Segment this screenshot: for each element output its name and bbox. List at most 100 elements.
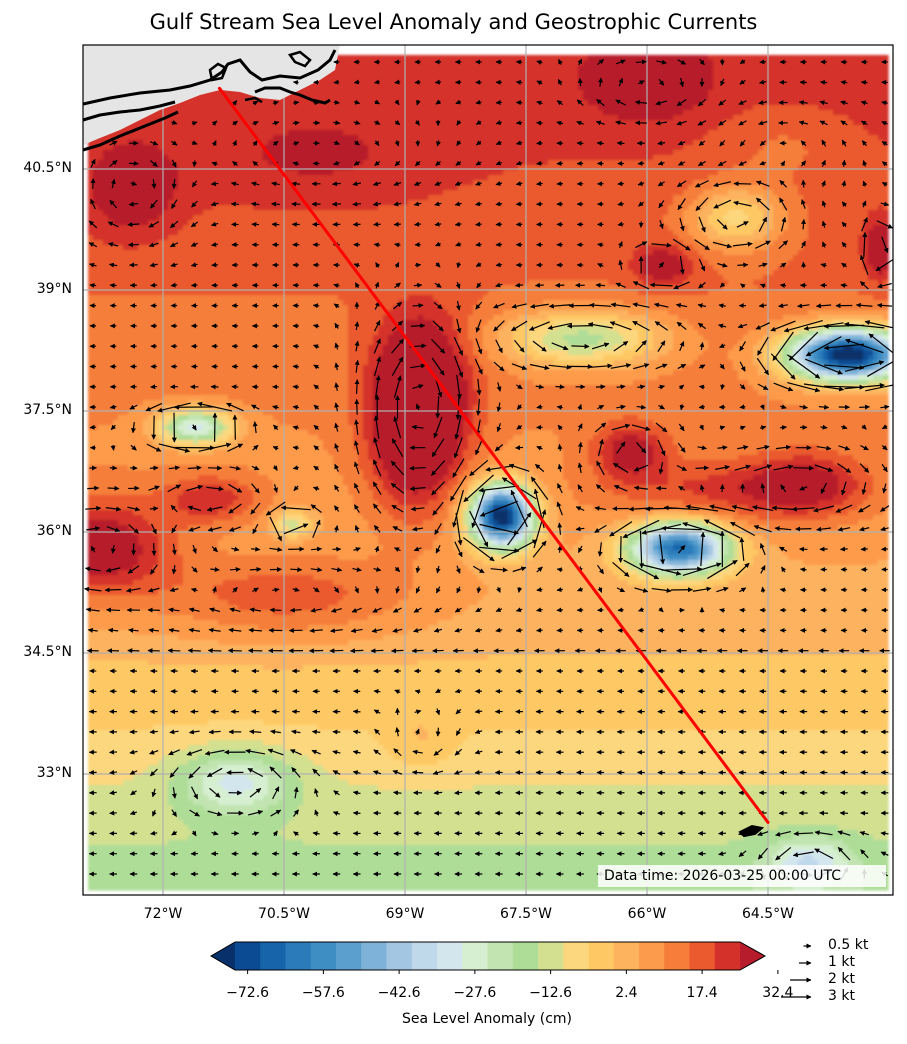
current-arrow — [596, 285, 605, 286]
current-arrow — [293, 102, 299, 103]
current-arrow — [537, 143, 543, 144]
current-arrow — [535, 285, 543, 286]
colorbar-swatch — [563, 942, 589, 970]
lon-tick-label: 69°W — [386, 906, 425, 922]
current-arrow — [87, 488, 98, 489]
colorbar-tick-label: −27.6 — [453, 985, 496, 1001]
colorbar-swatch — [235, 942, 261, 970]
lon-tick-label: 70.5°W — [258, 906, 310, 922]
current-arrow — [353, 711, 360, 712]
colorbar-swatch — [664, 942, 690, 970]
current-arrow — [412, 772, 423, 773]
current-arrow — [334, 82, 339, 83]
current-arrow — [800, 569, 806, 570]
current-arrow — [412, 650, 423, 651]
current-arrow — [617, 143, 624, 144]
current-arrow — [90, 285, 96, 286]
current-arrow — [415, 82, 421, 83]
quiver-key-label: 1 kt — [828, 954, 855, 970]
current-arrow — [516, 82, 522, 83]
current-arrow — [250, 569, 261, 570]
current-arrow — [618, 610, 624, 611]
current-arrow — [235, 415, 236, 440]
current-arrow — [154, 416, 155, 440]
colorbar-swatch — [488, 942, 514, 970]
current-arrow — [537, 183, 543, 184]
current-arrow — [794, 468, 814, 469]
current-arrow — [803, 219, 804, 229]
current-arrow — [780, 285, 786, 286]
current-arrow — [820, 82, 827, 83]
current-arrow — [435, 82, 441, 83]
current-arrow — [150, 508, 158, 509]
current-arrow — [577, 143, 583, 144]
current-arrow — [699, 407, 705, 408]
current-arrow — [374, 792, 381, 793]
lat-tick-label: 39°N — [37, 281, 72, 297]
lat-tick-label: 37.5°N — [23, 402, 72, 418]
colorbar-swatch — [387, 942, 413, 970]
current-arrow — [537, 630, 543, 631]
colorbar-swatch — [412, 942, 438, 970]
current-arrow — [151, 285, 157, 286]
current-arrow — [695, 468, 708, 469]
current-arrow — [580, 79, 581, 87]
current-arrow — [371, 650, 383, 651]
current-arrow — [567, 326, 592, 327]
figure — [0, 0, 907, 1044]
data-time-label: Data time: 2026-03-25 00:00 UTC — [598, 865, 886, 887]
current-arrow — [762, 587, 763, 592]
current-arrow — [434, 792, 442, 793]
current-arrow — [516, 123, 522, 124]
lat-tick-label: 40.5°N — [23, 160, 72, 176]
current-arrow — [290, 610, 301, 611]
quiver-key-label: 3 kt — [828, 988, 855, 1004]
current-arrow — [154, 543, 155, 555]
current-arrow — [188, 650, 201, 651]
current-arrow — [734, 184, 751, 185]
current-arrow — [780, 427, 787, 428]
colorbar-tick-label: −72.6 — [226, 985, 269, 1001]
current-arrow — [110, 813, 117, 814]
current-arrow — [881, 549, 887, 550]
current-arrow — [377, 586, 378, 593]
colorbar-swatch — [286, 942, 312, 970]
current-arrow — [861, 82, 867, 83]
current-arrow — [803, 180, 804, 187]
current-arrow — [496, 102, 502, 103]
current-arrow — [861, 549, 868, 550]
current-arrow — [516, 204, 522, 205]
lat-tick-label: 36°N — [37, 523, 72, 539]
current-arrow — [148, 610, 160, 611]
current-arrow — [476, 224, 482, 225]
lon-tick-label: 66°W — [628, 906, 667, 922]
lon-tick-label: 67.5°W — [500, 906, 552, 922]
current-arrow — [230, 569, 240, 570]
colorbar-swatch — [437, 942, 463, 970]
current-arrow — [374, 691, 380, 692]
current-arrow — [150, 468, 158, 469]
current-arrow — [212, 265, 218, 266]
colorbar-tick-label: 17.4 — [687, 985, 718, 1001]
quiver-key-label: 2 kt — [828, 971, 855, 987]
current-arrow — [211, 183, 218, 184]
current-arrow — [107, 610, 120, 611]
current-arrow — [557, 610, 563, 611]
current-arrow — [293, 386, 299, 387]
current-arrow — [357, 380, 358, 394]
current-arrow — [194, 160, 195, 166]
current-arrow — [597, 143, 604, 144]
colorbar-swatch — [260, 942, 286, 970]
colorbar-swatch — [639, 942, 665, 970]
current-arrow — [394, 224, 401, 225]
current-arrow — [231, 204, 239, 205]
colorbar-swatch — [715, 942, 741, 970]
current-arrow — [638, 163, 644, 164]
current-arrow — [411, 326, 425, 327]
current-arrow — [251, 549, 260, 550]
current-arrow — [350, 650, 363, 651]
colorbar-extend-high — [740, 942, 765, 970]
colorbar-swatch — [336, 942, 362, 970]
current-arrow — [556, 386, 565, 387]
current-arrow — [113, 445, 114, 450]
